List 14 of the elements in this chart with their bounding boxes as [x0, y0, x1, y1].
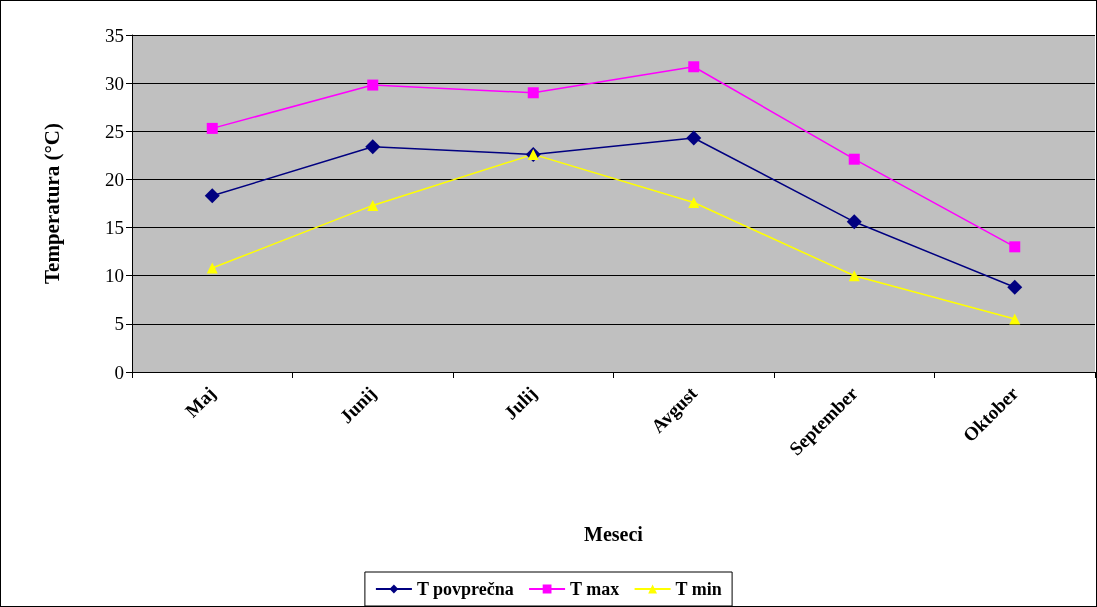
y-tick-label: 10: [105, 265, 124, 287]
legend-label: T max: [570, 579, 620, 599]
y-tick-label: 30: [105, 72, 124, 94]
y-tick-label: 15: [105, 217, 124, 239]
legend-label: T min: [675, 579, 722, 599]
y-tick-label: 0: [114, 361, 124, 383]
y-axis-title: Temperatura (°C): [39, 122, 64, 285]
y-tick-label: 5: [114, 313, 124, 335]
y-tick-label: 25: [105, 120, 124, 142]
y-tick-label: 35: [105, 24, 124, 46]
x-tick-label: Maj: [180, 382, 220, 422]
legend-label: T povprečna: [416, 579, 514, 599]
x-axis-title: Meseci: [584, 523, 644, 545]
y-tick-label: 20: [105, 168, 124, 190]
